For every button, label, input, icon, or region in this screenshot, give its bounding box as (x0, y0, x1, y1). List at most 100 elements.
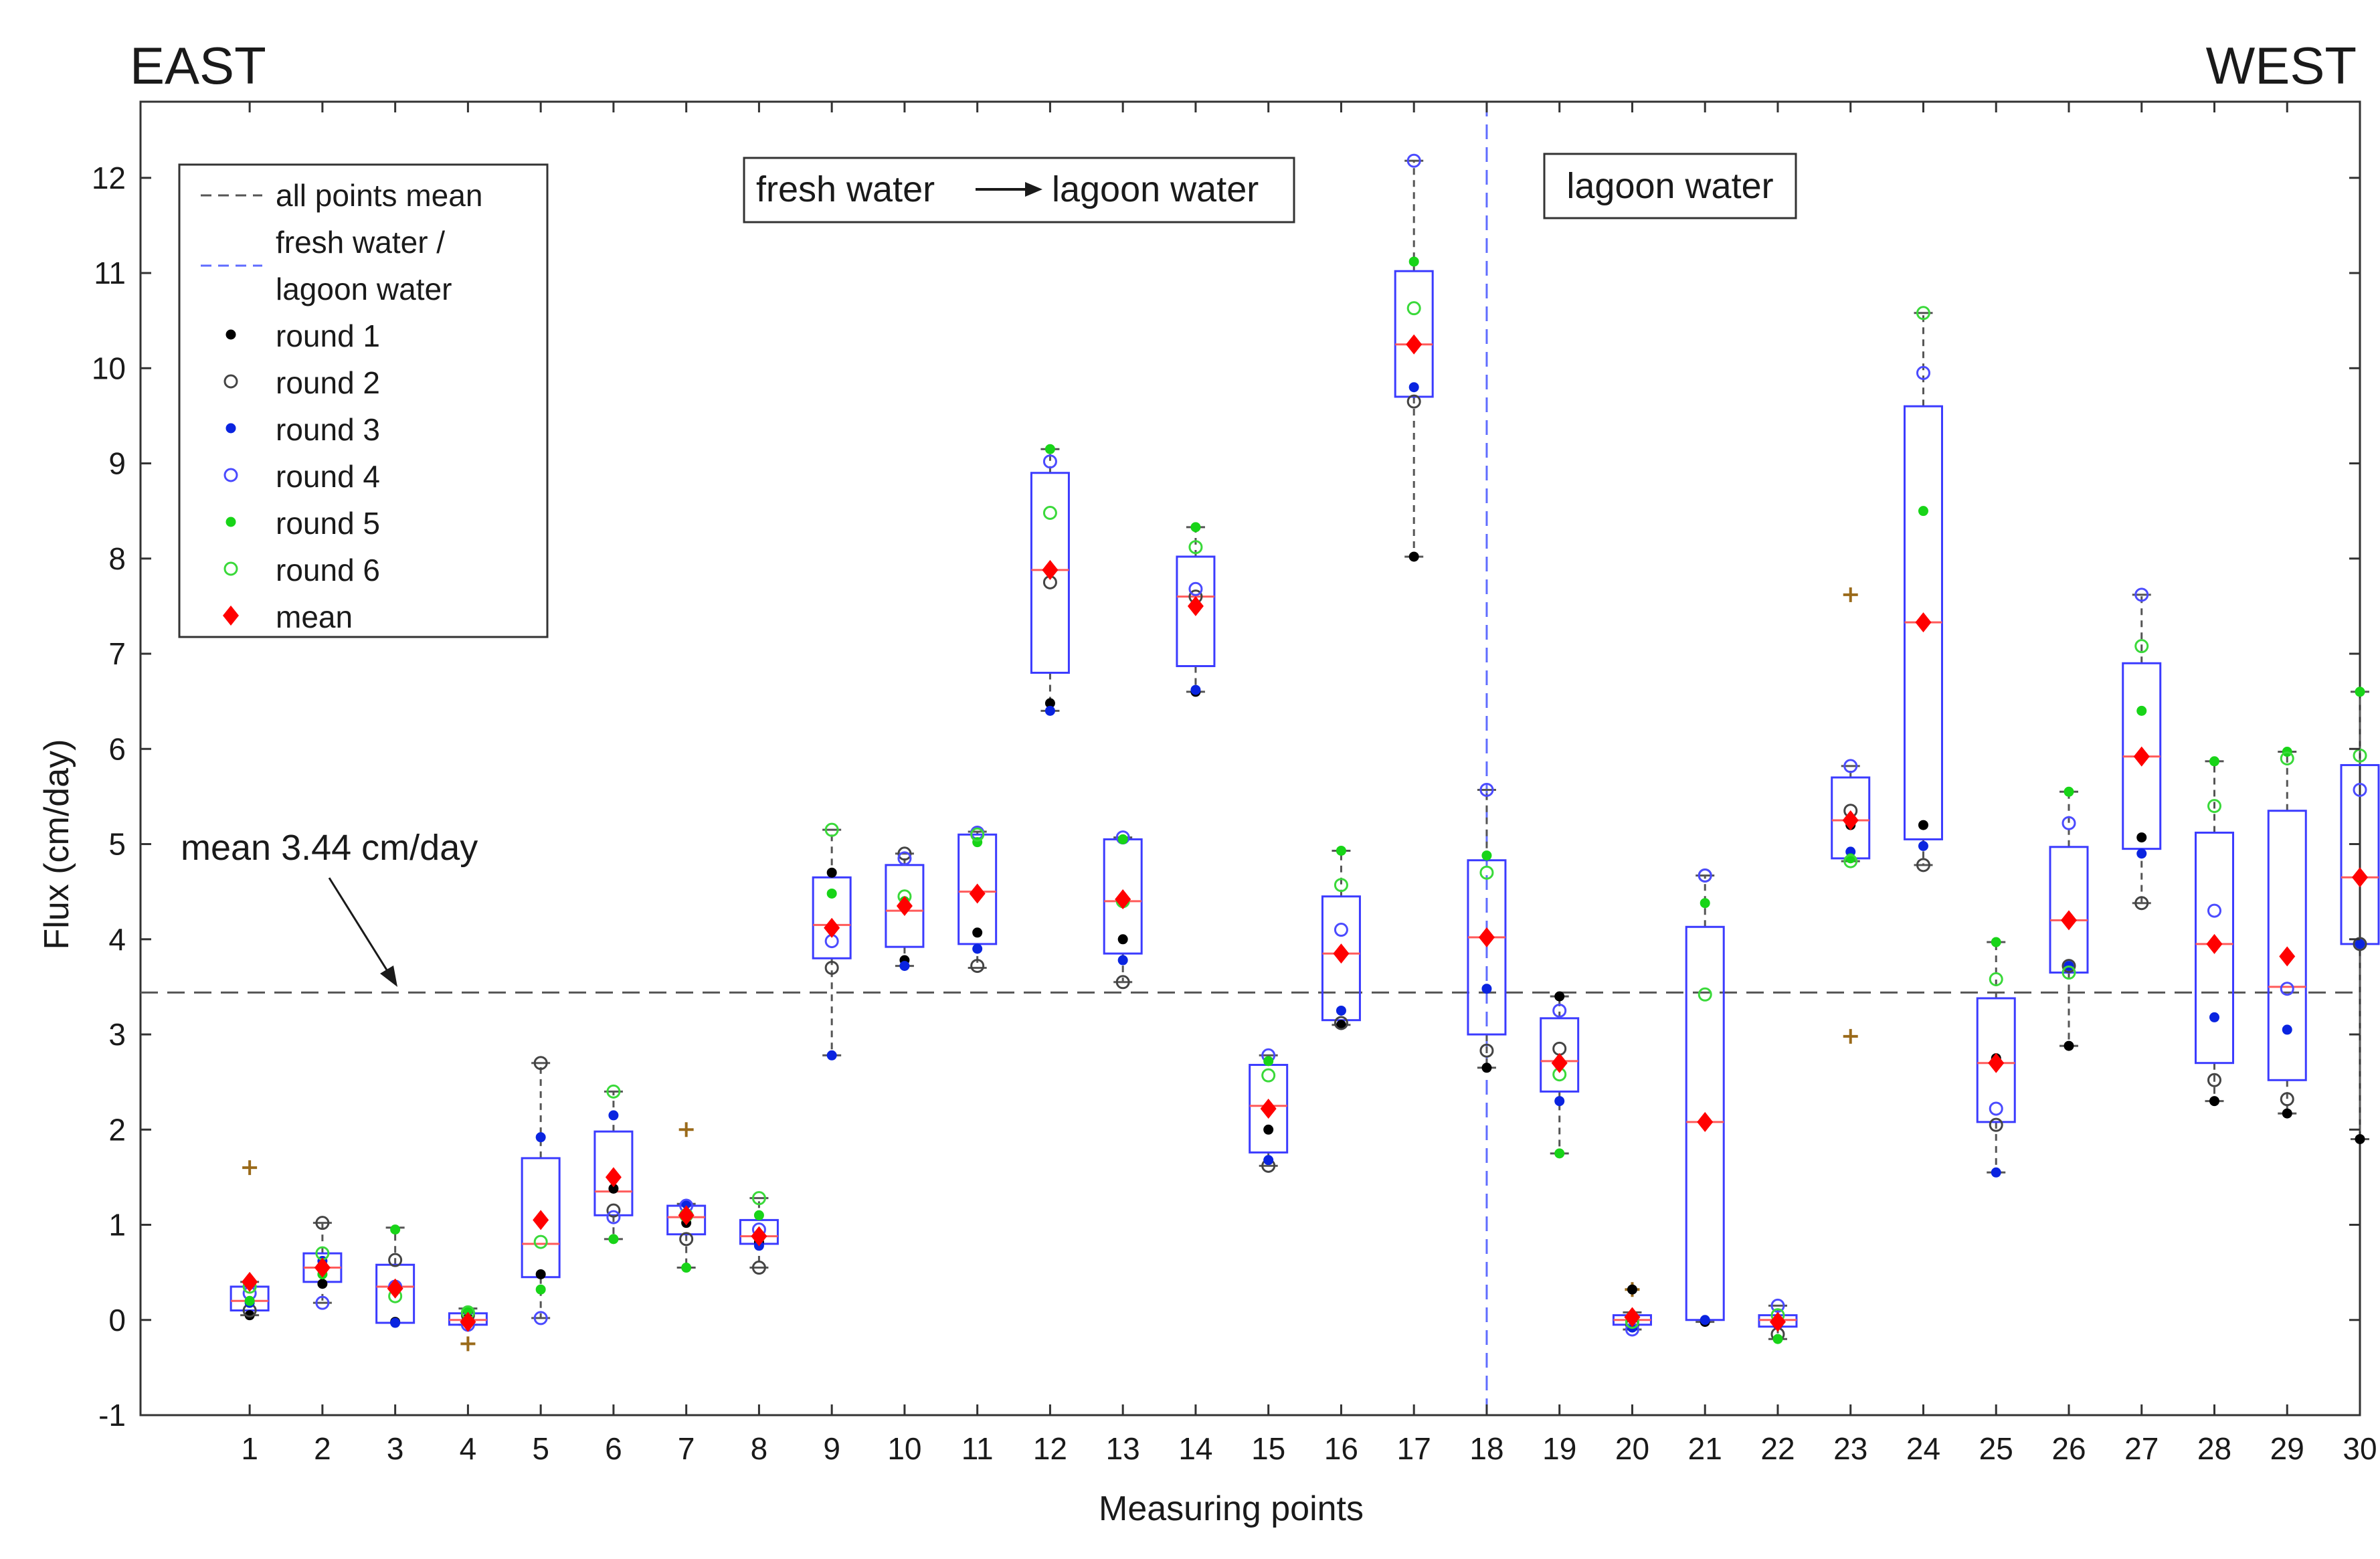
x-tick-label-19: 19 (1542, 1431, 1576, 1466)
round-6-point-9 (824, 822, 839, 837)
round-4-point-16 (1334, 923, 1348, 937)
mean-marker-point-22 (1769, 1311, 1786, 1332)
round-3-point-15 (1263, 1155, 1274, 1166)
round-1-point-13 (1117, 934, 1128, 945)
y-tick-label-10: 10 (92, 351, 126, 385)
y-axis-label: Flux (cm/day) (37, 739, 76, 950)
round-5-point-18 (1481, 850, 1492, 861)
round-1-point-20 (1627, 1284, 1637, 1295)
round-4-point-30 (2353, 782, 2367, 797)
round-6-point-23 (1843, 854, 1858, 868)
round-4-point-21 (1698, 868, 1712, 883)
mean-marker-point-24 (1915, 612, 1932, 633)
round-4-point-23 (1843, 759, 1858, 773)
round-2-point-24 (1916, 858, 1930, 873)
round-1-point-29 (2282, 1108, 2292, 1119)
x-tick-label-9: 9 (823, 1431, 840, 1466)
round-6-point-24 (1916, 306, 1930, 320)
mean-marker-point-19 (1551, 1052, 1568, 1073)
x-tick-label-4: 4 (460, 1431, 477, 1466)
round-2-point-28 (2207, 1073, 2221, 1087)
outlier-point-4-0 (460, 1336, 476, 1352)
round-1-point-26 (2064, 1040, 2074, 1051)
annotation-mean-arrow-line (328, 877, 391, 975)
round-5-point-28 (2209, 756, 2219, 767)
x-tick-label-3: 3 (387, 1431, 404, 1466)
round-1-point-24 (1918, 820, 1928, 830)
round-6-point-16 (1334, 878, 1348, 893)
round-1-point-27 (2136, 832, 2147, 843)
round-5-point-15 (1263, 1056, 1274, 1067)
legend-r4-label-0: round 4 (276, 459, 380, 494)
x-tick-label-18: 18 (1469, 1431, 1503, 1466)
round-3-point-14 (1190, 684, 1201, 695)
y-tick-label-3: 3 (108, 1017, 126, 1052)
round-4-point-26 (2062, 816, 2076, 830)
mean-marker-point-27 (2133, 746, 2150, 767)
mean-marker-point-17 (1406, 334, 1423, 355)
y-tick-label-5: 5 (108, 827, 126, 862)
y-tick-label-6: 6 (108, 731, 126, 766)
round-1-point-17 (1408, 551, 1419, 562)
x-tick-label-30: 30 (2343, 1431, 2377, 1466)
mean-marker-point-13 (1115, 889, 1131, 910)
mean-marker-point-23 (1842, 810, 1859, 830)
round-6-point-5 (533, 1234, 548, 1249)
round-1-point-12 (1044, 698, 1055, 709)
round-6-point-27 (2134, 639, 2149, 654)
x-tick-label-1: 1 (241, 1431, 258, 1466)
annotation-fresh-water: fresh water (756, 169, 935, 209)
legend-r4-swatch (223, 468, 238, 482)
round-3-point-13 (1117, 955, 1128, 966)
round-2-point-8 (751, 1261, 766, 1275)
mean-marker-point-29 (2279, 946, 2296, 967)
round-4-point-29 (2280, 982, 2294, 996)
x-tick-label-7: 7 (678, 1431, 695, 1466)
round-6-point-17 (1406, 301, 1421, 316)
mean-marker-point-28 (2206, 933, 2223, 954)
mean-marker-point-26 (2060, 910, 2077, 931)
round-5-point-8 (753, 1210, 764, 1220)
round-1-point-11 (972, 927, 983, 938)
x-tick-label-21: 21 (1688, 1431, 1722, 1466)
y-tick-label-4: 4 (108, 922, 126, 957)
x-tick-label-14: 14 (1178, 1431, 1212, 1466)
round-4-point-6 (606, 1210, 621, 1224)
x-tick-label-8: 8 (751, 1431, 768, 1466)
box-point-25 (1976, 997, 2016, 1123)
round-1-point-30 (2355, 1133, 2365, 1144)
mean-marker-point-3 (387, 1278, 403, 1299)
round-1-point-5 (535, 1269, 546, 1279)
round-3-point-9 (826, 1050, 837, 1061)
outlier-point-1-0 (242, 1160, 258, 1176)
round-3-point-3 (390, 1317, 401, 1328)
x-tick-label-23: 23 (1833, 1431, 1867, 1466)
round-5-point-14 (1190, 522, 1201, 533)
y-tick-label-0: 0 (108, 1303, 126, 1338)
box-point-6 (593, 1130, 634, 1216)
round-6-point-28 (2207, 799, 2221, 814)
round-5-point-5 (535, 1284, 546, 1295)
corner-label-east: EAST (130, 36, 266, 95)
x-tick-label-15: 15 (1251, 1431, 1285, 1466)
mean-marker-point-4 (460, 1311, 476, 1332)
round-3-point-10 (899, 961, 910, 972)
mean-marker-point-15 (1260, 1098, 1277, 1119)
round-3-point-18 (1481, 984, 1492, 994)
round-4-point-5 (533, 1311, 548, 1325)
legend-r6-label-0: round 6 (276, 553, 380, 587)
round-2-point-25 (1989, 1117, 2003, 1132)
round-5-point-6 (608, 1234, 619, 1245)
annotation-mean: mean 3.44 cm/day (181, 828, 478, 987)
outlier-point-23-0 (1843, 587, 1858, 602)
round-5-point-27 (2136, 705, 2147, 716)
box-point-14 (1176, 555, 1216, 668)
annotation-lagoon-water: lagoon water (1052, 169, 1259, 209)
mean-marker-point-12 (1042, 559, 1059, 580)
x-tick-label-12: 12 (1033, 1431, 1067, 1466)
x-tick-label-28: 28 (2197, 1431, 2231, 1466)
legend-r1-swatch (225, 329, 236, 340)
legend: all points mean fresh water / lagoon water… (178, 163, 549, 638)
